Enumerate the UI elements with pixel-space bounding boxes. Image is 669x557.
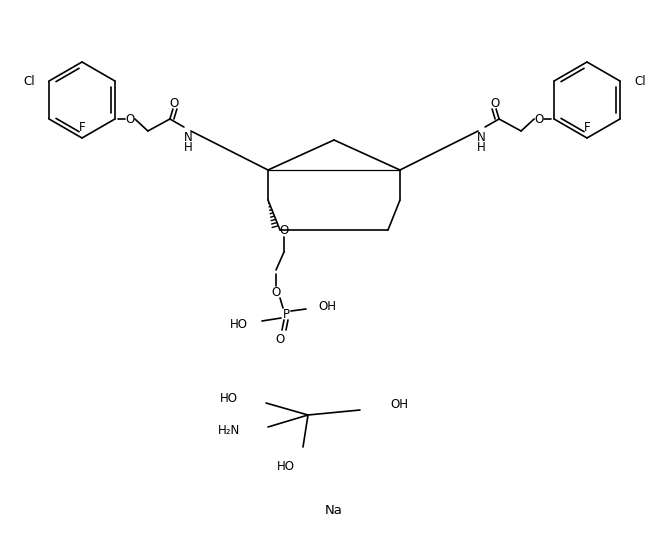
Text: O: O: [535, 113, 544, 125]
Text: H: H: [477, 140, 486, 154]
Text: H: H: [183, 140, 192, 154]
Text: OH: OH: [390, 398, 408, 412]
Text: F: F: [79, 120, 86, 134]
Text: HO: HO: [277, 461, 295, 473]
Text: N: N: [477, 130, 486, 144]
Text: O: O: [169, 96, 179, 110]
Text: N: N: [183, 130, 192, 144]
Text: HO: HO: [220, 392, 238, 404]
Text: P: P: [282, 307, 290, 320]
Text: O: O: [280, 223, 288, 237]
Text: F: F: [583, 120, 590, 134]
Text: O: O: [276, 333, 284, 345]
Text: HO: HO: [230, 317, 248, 330]
Text: Cl: Cl: [634, 75, 646, 87]
Text: O: O: [272, 286, 280, 299]
Text: Na: Na: [325, 504, 343, 516]
Text: O: O: [490, 96, 500, 110]
Text: OH: OH: [318, 300, 336, 312]
Text: Cl: Cl: [23, 75, 35, 87]
Text: O: O: [125, 113, 134, 125]
Text: H₂N: H₂N: [217, 423, 240, 437]
